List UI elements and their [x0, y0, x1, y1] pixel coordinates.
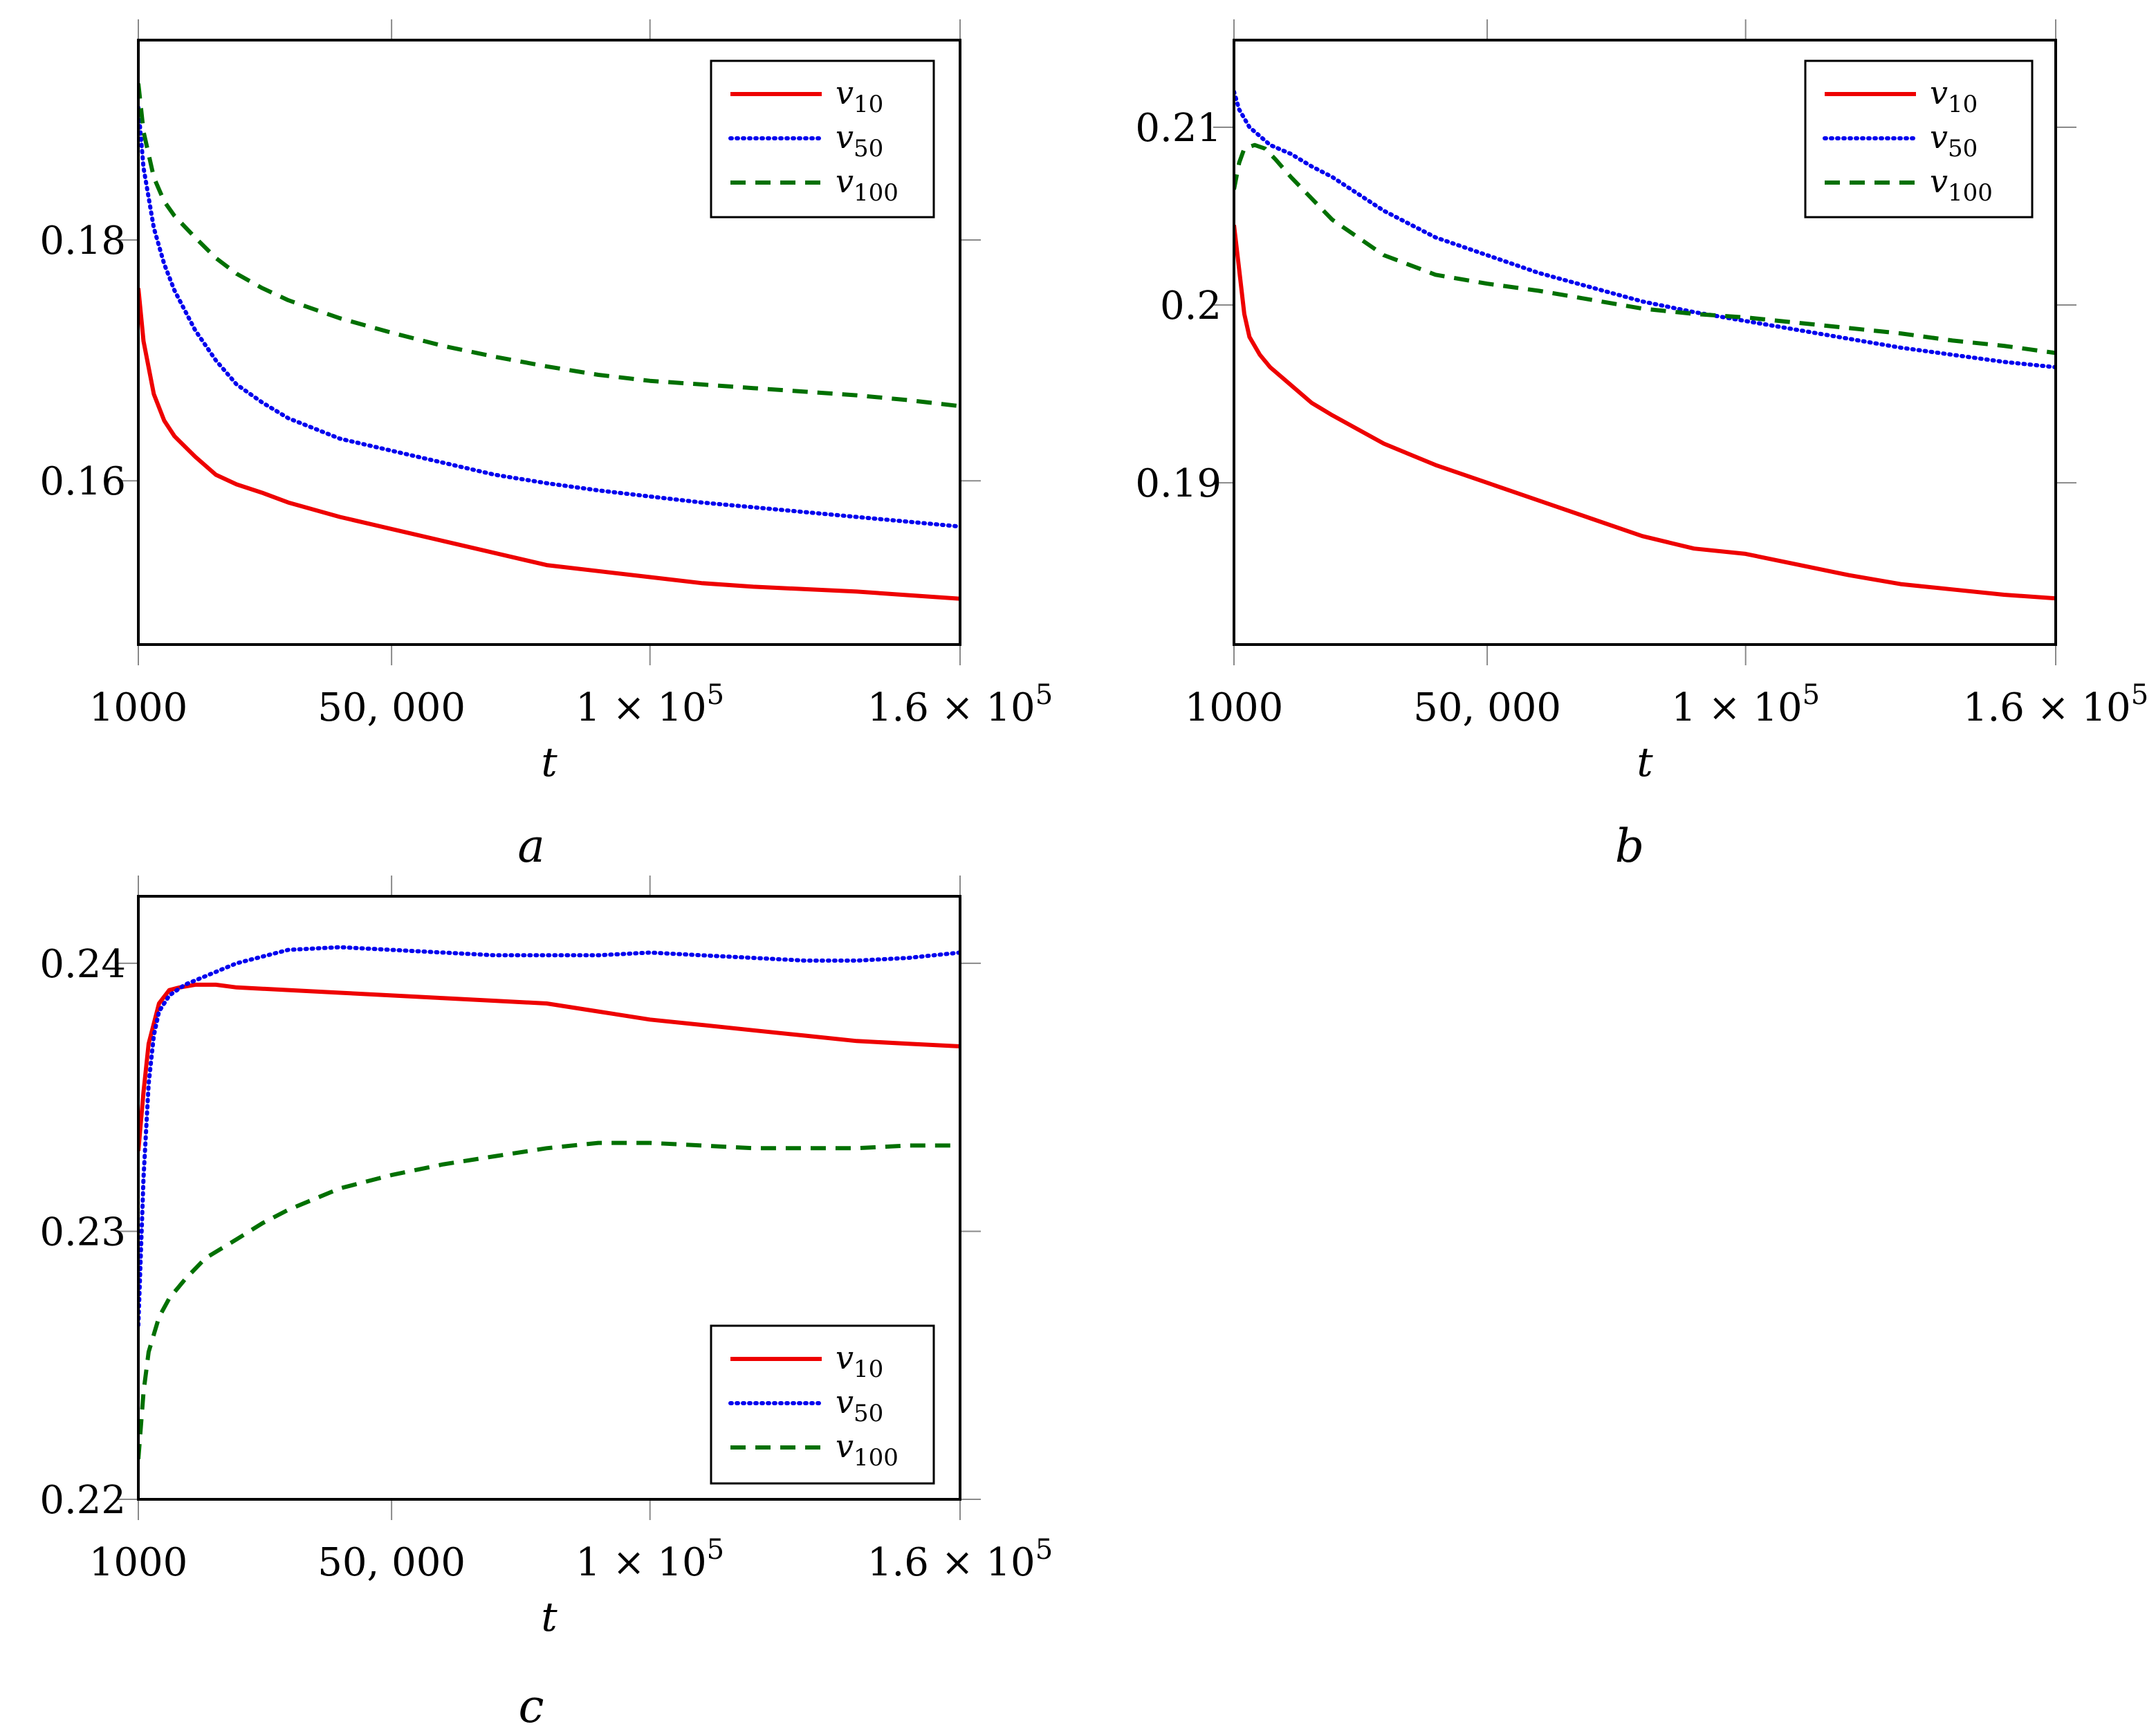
x-axis-title: t: [1637, 739, 1653, 786]
legend-label-v50: v50: [836, 1383, 883, 1427]
plot-frame: [1233, 39, 2057, 646]
y-tick-label: 0.2: [1160, 284, 1222, 328]
legend-label-v100: v100: [1930, 163, 1993, 207]
panel-c: 1000 50, 000 1 × 105 1.6 × 105 0.22 0.23 0.24 t…: [39, 876, 1053, 1731]
series-line-v10: [138, 982, 960, 1151]
x-axis-title: t: [541, 1593, 558, 1640]
x-tick-label: 1000: [89, 1540, 188, 1585]
y-tick-label: 0.18: [39, 219, 126, 263]
legend-label-v10: v10: [836, 74, 883, 118]
legend-label-v100: v100: [836, 1427, 899, 1472]
legend-label-v50: v50: [1930, 118, 1978, 163]
x-tick-label: 50, 000: [317, 1540, 466, 1585]
legend-label-v10: v10: [1930, 74, 1978, 118]
series-line-v10: [138, 288, 960, 601]
x-tick-label: 1000: [1185, 685, 1284, 730]
x-tick-label: 50, 000: [317, 685, 466, 730]
legend-label-v10: v10: [836, 1339, 883, 1383]
x-tick-label: 1 × 105: [575, 679, 724, 730]
panel-label: a: [517, 820, 544, 873]
x-tick-label: 50, 000: [1413, 685, 1561, 730]
series-line-v100: [138, 1140, 960, 1460]
y-tick-label: 0.24: [39, 942, 126, 987]
x-axis-title: t: [541, 739, 558, 786]
x-tick-label: 1 × 105: [1671, 679, 1820, 730]
legend-label-v50: v50: [836, 118, 883, 163]
y-tick-label: 0.21: [1135, 106, 1222, 151]
x-tick-label: 1.6 × 105: [1963, 679, 2148, 730]
panel-label: c: [519, 1680, 544, 1731]
series-line-v50: [138, 105, 960, 529]
x-tick-label: 1.6 × 105: [867, 1534, 1053, 1585]
y-tick-label: 0.22: [39, 1478, 126, 1523]
series-line-v50: [1234, 89, 2056, 369]
y-tick-label: 0.16: [39, 459, 126, 504]
series-line-v10: [1234, 224, 2056, 601]
plot-frame: [137, 895, 961, 1501]
legend-label-v100: v100: [836, 163, 899, 207]
x-tick-label: 1000: [89, 685, 188, 730]
x-tick-label: 1.6 × 105: [867, 679, 1053, 730]
panel-a: 1000 50, 000 1 × 105 1.6 × 105 0.16 0.18 ta v10…: [39, 19, 1053, 873]
series-line-v50: [138, 945, 960, 1328]
x-tick-label: 1 × 105: [575, 1534, 724, 1585]
series-line-v100: [1234, 142, 2056, 355]
y-tick-label: 0.23: [39, 1210, 126, 1255]
series-line-v100: [138, 83, 960, 409]
panel-b: 1000 50, 000 1 × 105 1.6 × 105 0.19 0.2 0.21 tb…: [1135, 19, 2148, 873]
panel-label: b: [1615, 820, 1644, 873]
y-tick-label: 0.19: [1135, 461, 1222, 506]
plot-frame: [137, 39, 961, 646]
